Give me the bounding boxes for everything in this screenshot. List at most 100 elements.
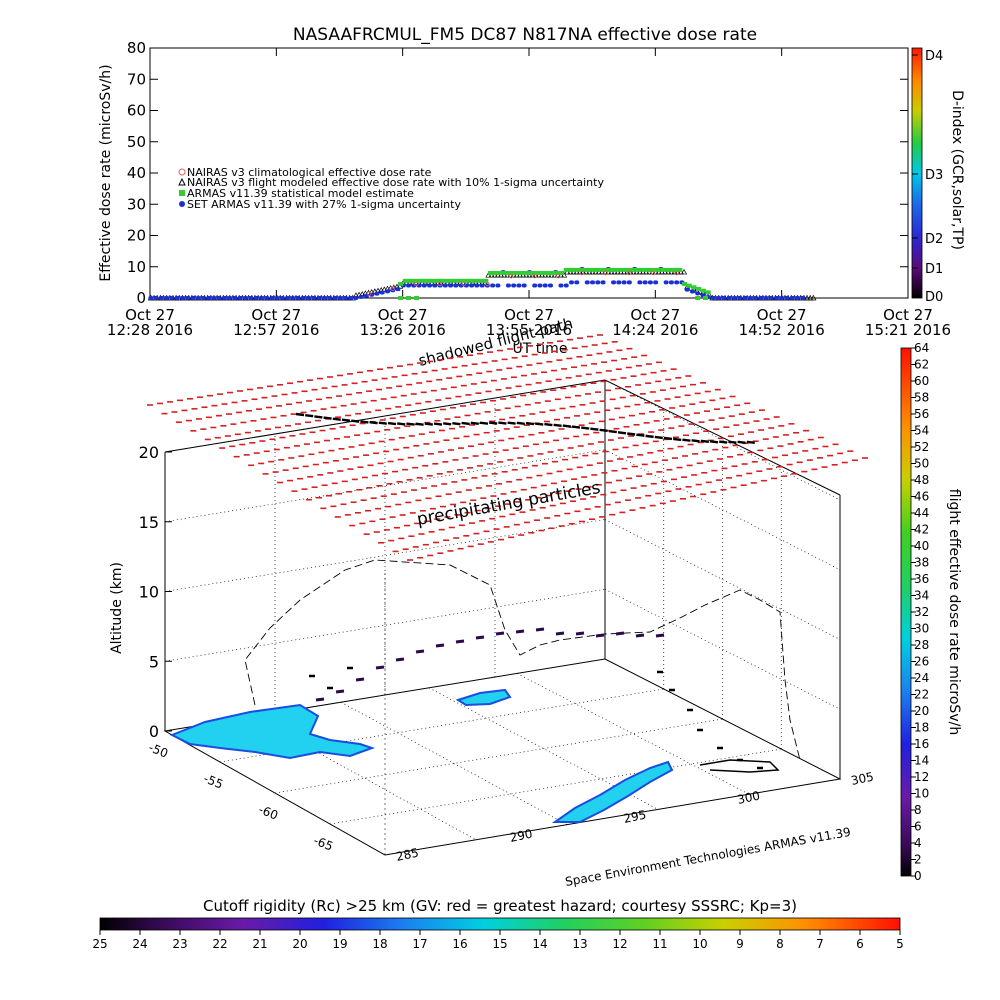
rate-tick-label: 34	[914, 589, 929, 603]
flight-shadow-dash	[581, 426, 590, 430]
armas-measured-point	[179, 296, 185, 300]
armas-measured-point	[158, 296, 164, 300]
armas-measured-point	[290, 296, 296, 300]
cutoff-rigidity-field	[147, 334, 868, 561]
flight-shadow-dash	[479, 421, 489, 425]
dose-rate-dash	[535, 627, 545, 632]
armas-measured-point	[421, 283, 427, 288]
armas-measured-point	[269, 296, 275, 300]
armas-measured-point	[432, 283, 438, 288]
flight-shadow-dash	[700, 439, 709, 444]
flight-path	[244, 559, 801, 773]
armas-measured-point	[600, 280, 606, 285]
armas-model-point	[407, 278, 413, 283]
armas-measured-point	[243, 296, 249, 300]
grid-line	[604, 588, 841, 710]
armas-measured-point	[789, 296, 795, 300]
legend-marker	[178, 168, 186, 176]
rc-tick-label: 8	[776, 937, 784, 951]
armas-model-point	[672, 267, 678, 272]
rate-tick-label: 52	[914, 440, 929, 454]
armas-measured-point	[369, 292, 375, 297]
x-tick-date: Oct 27	[251, 306, 301, 324]
flight-shadow-dash	[691, 439, 700, 443]
rate-tick-label: 50	[914, 457, 929, 471]
armas-model-point	[601, 267, 607, 272]
armas-model-point	[469, 278, 475, 283]
rate-tick-label: 12	[914, 770, 929, 784]
armas-model-point	[412, 278, 418, 283]
rc-tick-label: 11	[652, 937, 667, 951]
armas-model-point	[535, 271, 541, 275]
flight-shadow-dash	[461, 421, 470, 426]
nairas-climatological-mark	[485, 281, 490, 287]
armas-model-point	[516, 271, 522, 275]
x-tick-date: Oct 27	[378, 306, 428, 324]
d-tick-label: D4	[925, 49, 943, 64]
armas-measured-point	[164, 296, 170, 300]
flight-shadow-dash	[535, 422, 544, 426]
armas-model-point	[606, 267, 612, 272]
land-masses	[169, 688, 674, 823]
z-axis-label: Altitude (km)	[109, 562, 125, 654]
armas-measured-point	[327, 296, 333, 300]
flight-shadow-dash	[608, 429, 617, 434]
armas-model-point	[611, 267, 617, 272]
armas-measured-point	[511, 283, 517, 288]
armas-model-point	[573, 267, 579, 272]
armas-model-point	[587, 267, 593, 272]
rc-tick-label: 23	[172, 937, 187, 951]
3d-floor	[163, 658, 842, 856]
armas-measured-point	[574, 280, 580, 285]
armas-measured-point	[595, 280, 601, 285]
flight-shadow-dash	[737, 440, 746, 444]
land-falklands	[455, 688, 512, 707]
armas-measured-point	[490, 283, 496, 288]
armas-measured-point	[674, 280, 680, 285]
armas-measured-point	[695, 291, 701, 296]
armas-measured-point	[721, 296, 727, 300]
y-tick-label: 0	[136, 289, 146, 307]
x-tick-time: 12:28 2016	[107, 321, 193, 339]
rate-tick-label: 58	[914, 391, 929, 405]
nairas-climatological-mark	[461, 281, 466, 287]
rate-tick-label: 42	[914, 523, 929, 537]
dose-rate-dash	[315, 697, 325, 702]
armas-model-point	[700, 288, 706, 293]
rc-tick-label: 24	[132, 937, 147, 951]
armas-model-point	[435, 278, 441, 283]
armas-model-point	[511, 271, 517, 275]
armas-model-point	[634, 267, 640, 272]
armas-measured-point	[642, 280, 648, 285]
rate-tick-label: 0	[914, 869, 922, 883]
rate-tick-label: 6	[914, 820, 922, 834]
armas-measured-point	[474, 283, 480, 288]
armas-model-point	[450, 278, 456, 283]
armas-measured-point	[479, 283, 485, 288]
d-tick-label: D3	[925, 168, 943, 183]
dose-rate-dash	[615, 631, 625, 636]
rate-tick-label: 28	[914, 638, 929, 652]
cutoff-rigidity-colorbar	[99, 917, 901, 931]
nairas-flight-mark	[810, 294, 817, 301]
d-tick-label: D0	[925, 290, 943, 305]
rate-tick-label: 14	[914, 754, 929, 768]
armas-measured-point	[737, 296, 743, 300]
flight-shadow-dash	[406, 422, 415, 426]
armas-model-point	[577, 267, 583, 272]
armas-measured-point	[227, 296, 233, 300]
rate-tick-label: 44	[914, 506, 929, 520]
flight-shadow-dash	[424, 422, 433, 426]
flight-shadow-dash	[378, 421, 387, 425]
armas-model-point	[677, 267, 683, 272]
armas-model-point	[653, 267, 659, 272]
nairas-climatological-mark	[508, 273, 514, 279]
y-tick-label: 50	[127, 133, 146, 151]
armas-model-point	[582, 267, 588, 272]
rc-tick-label: 9	[736, 937, 744, 951]
rate-tick-label: 20	[914, 704, 929, 718]
rc-tick-label: 15	[492, 937, 507, 951]
rc-tick-label: 18	[372, 937, 387, 951]
flight-shadow-dash	[470, 421, 479, 425]
x-axis-label: UT time	[513, 341, 568, 357]
